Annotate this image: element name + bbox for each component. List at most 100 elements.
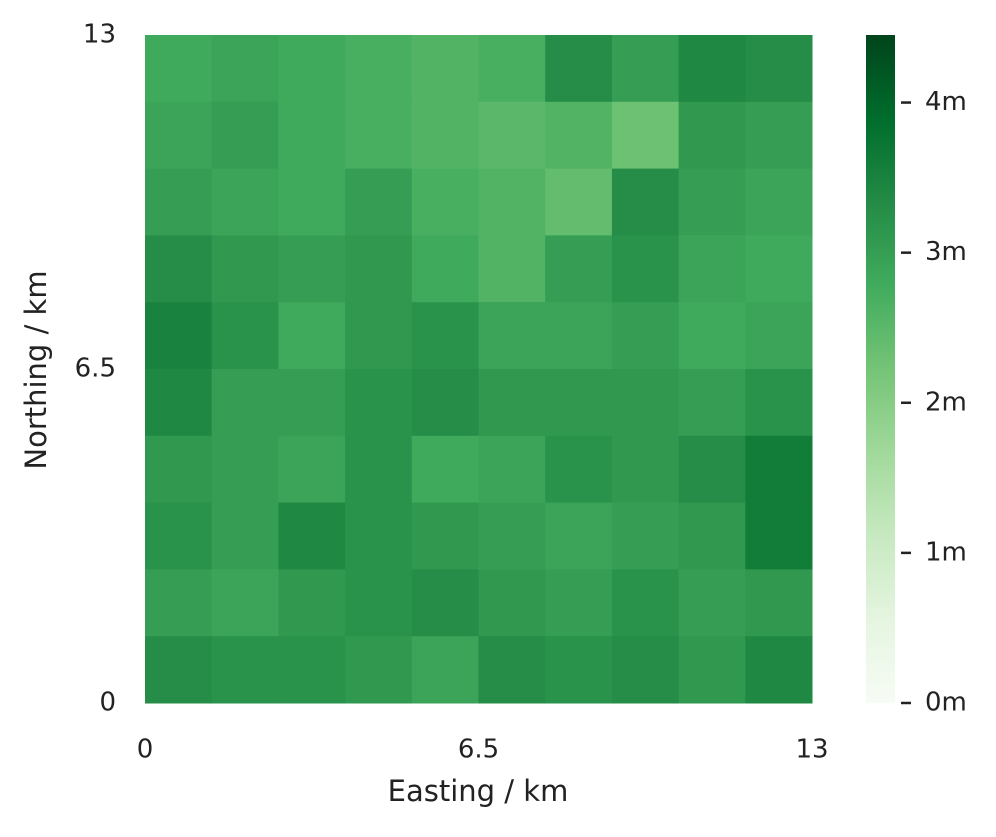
heatmap-cell: [611, 235, 680, 303]
y-axis-label: Northing / km: [19, 270, 53, 469]
y-tick-label: 0: [99, 688, 116, 718]
heatmap-cell: [611, 435, 680, 504]
heatmap-cell: [411, 369, 479, 437]
heatmap-cell: [611, 35, 680, 103]
heatmap-cell: [545, 569, 613, 637]
heatmap-cell: [278, 636, 346, 704]
heatmap-cell: [611, 302, 680, 370]
heatmap-cell: [745, 35, 813, 103]
heatmap-cell: [411, 569, 479, 637]
heatmap-cell: [145, 569, 213, 637]
heatmap-cell: [478, 235, 546, 303]
heatmap-cell: [611, 369, 680, 437]
heatmap-cell: [678, 369, 746, 437]
heatmap-cell: [545, 435, 613, 504]
heatmap-cell: [678, 101, 746, 170]
heatmap-cell: [211, 369, 279, 437]
heatmap-cell: [478, 302, 546, 370]
heatmap-cell: [411, 502, 479, 570]
heatmap-cell: [478, 168, 546, 236]
heatmap-cell: [411, 435, 479, 504]
heatmap-cell: [345, 369, 413, 437]
heatmap-cell: [145, 168, 213, 236]
heatmap-cell: [678, 435, 746, 504]
heatmap-cell: [678, 502, 746, 570]
heatmap-cell: [611, 168, 680, 236]
heatmap-cell: [345, 569, 413, 637]
heatmap-cell: [145, 369, 213, 437]
colorbar-tick-label: 1m: [925, 537, 967, 567]
heatmap-cell: [345, 35, 413, 103]
colorbar-tick-label: 3m: [925, 237, 967, 267]
heatmap-cell: [745, 302, 813, 370]
heatmap-cell: [745, 235, 813, 303]
heatmap-cell: [345, 302, 413, 370]
heatmap-cell: [745, 101, 813, 170]
heatmap-cell: [345, 101, 413, 170]
heatmap-cell: [678, 35, 746, 103]
heatmap-cell: [545, 101, 613, 170]
heatmap-cell: [345, 168, 413, 236]
heatmap-cell: [478, 569, 546, 637]
heatmap-cell: [145, 235, 213, 303]
x-axis-label: Easting / km: [388, 774, 569, 808]
colorbar-tick-label: 2m: [925, 387, 967, 417]
heatmap-cell: [345, 435, 413, 504]
heatmap-cell: [278, 168, 346, 236]
heatmap-cell: [611, 636, 680, 704]
heatmap-cell: [145, 35, 213, 103]
heatmap-cell: [345, 235, 413, 303]
heatmap-cell: [411, 302, 479, 370]
heatmap-cell: [278, 502, 346, 570]
heatmap-cell: [678, 636, 746, 704]
heatmap-cell: [478, 35, 546, 103]
heatmap-cell: [345, 636, 413, 704]
x-tick-label: 6.5: [458, 735, 499, 765]
x-tick-label: 0: [137, 735, 154, 765]
colorbar-tick-label: 0m: [925, 688, 967, 718]
heatmap-cell: [545, 168, 613, 236]
heatmap-cell: [145, 502, 213, 570]
heatmap-cell: [278, 369, 346, 437]
heatmap-cell: [545, 636, 613, 704]
y-tick-label: 13: [83, 20, 116, 50]
heatmap-cell: [545, 235, 613, 303]
heatmap-cell: [611, 101, 680, 170]
heatmap-cell: [145, 435, 213, 504]
heatmap-cell: [411, 235, 479, 303]
heatmap-cell: [745, 502, 813, 570]
heatmap-cell: [411, 168, 479, 236]
heatmap-cell: [145, 636, 213, 704]
heatmap-cell: [211, 101, 279, 170]
heatmap-cell: [678, 168, 746, 236]
heatmap-cell: [278, 435, 346, 504]
heatmap-cell: [745, 569, 813, 637]
heatmap-cell: [278, 302, 346, 370]
heatmap-cell: [478, 101, 546, 170]
heatmap-cell: [678, 302, 746, 370]
heatmap-cell: [278, 35, 346, 103]
heatmap-cell: [411, 636, 479, 704]
heatmap-cell: [745, 168, 813, 236]
heatmap-cell: [478, 435, 546, 504]
heatmap-cell: [145, 302, 213, 370]
heatmap-cell: [211, 435, 279, 504]
heatmap-cell: [745, 369, 813, 437]
heatmap-cell: [411, 35, 479, 103]
colorbar-tick-label: 4m: [925, 87, 967, 117]
heatmap-cell: [211, 35, 279, 103]
heatmap-cell: [545, 369, 613, 437]
heatmap-cell: [478, 502, 546, 570]
heatmap-cell: [545, 35, 613, 103]
heatmap-cell: [211, 569, 279, 637]
heatmap-cell: [611, 569, 680, 637]
heatmap-cell: [611, 502, 680, 570]
heatmap-cell: [145, 101, 213, 170]
heatmap-cell: [211, 168, 279, 236]
x-tick-label: 13: [795, 735, 828, 765]
y-tick-label: 6.5: [75, 354, 116, 384]
heatmap-cell: [411, 101, 479, 170]
heatmap-cell: [678, 569, 746, 637]
heatmap-cell: [278, 101, 346, 170]
